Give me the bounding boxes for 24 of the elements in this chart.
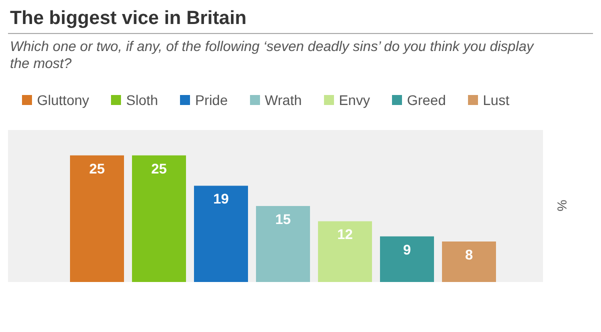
- bar: [194, 186, 248, 282]
- data-label: 25: [89, 160, 105, 176]
- legend-label: Lust: [482, 92, 510, 108]
- data-label: 9: [403, 241, 412, 258]
- y-axis-title: %: [554, 200, 570, 212]
- legend-label: Greed: [406, 92, 446, 108]
- data-label: 12: [337, 226, 353, 242]
- legend-label: Pride: [195, 92, 228, 108]
- data-label: 25: [151, 160, 167, 176]
- bar: [318, 221, 372, 282]
- data-label: 19: [213, 190, 229, 207]
- bar: [442, 241, 496, 282]
- legend-label: Envy: [338, 92, 370, 108]
- legend-label: Sloth: [126, 92, 158, 108]
- legend-label: Wrath: [264, 92, 302, 108]
- bar: [380, 236, 434, 282]
- chart-title: The biggest vice in Britain: [9, 8, 248, 31]
- data-label: 15: [275, 210, 291, 227]
- data-label: 8: [465, 246, 474, 262]
- legend-label: Gluttony: [37, 92, 90, 108]
- chart-subtitle: Which one or two, if any, of the following ‘seven deadly sins’ do you think you display the most?: [9, 38, 535, 72]
- bar: [256, 206, 310, 282]
- bar: [70, 155, 124, 282]
- bar: [132, 155, 186, 282]
